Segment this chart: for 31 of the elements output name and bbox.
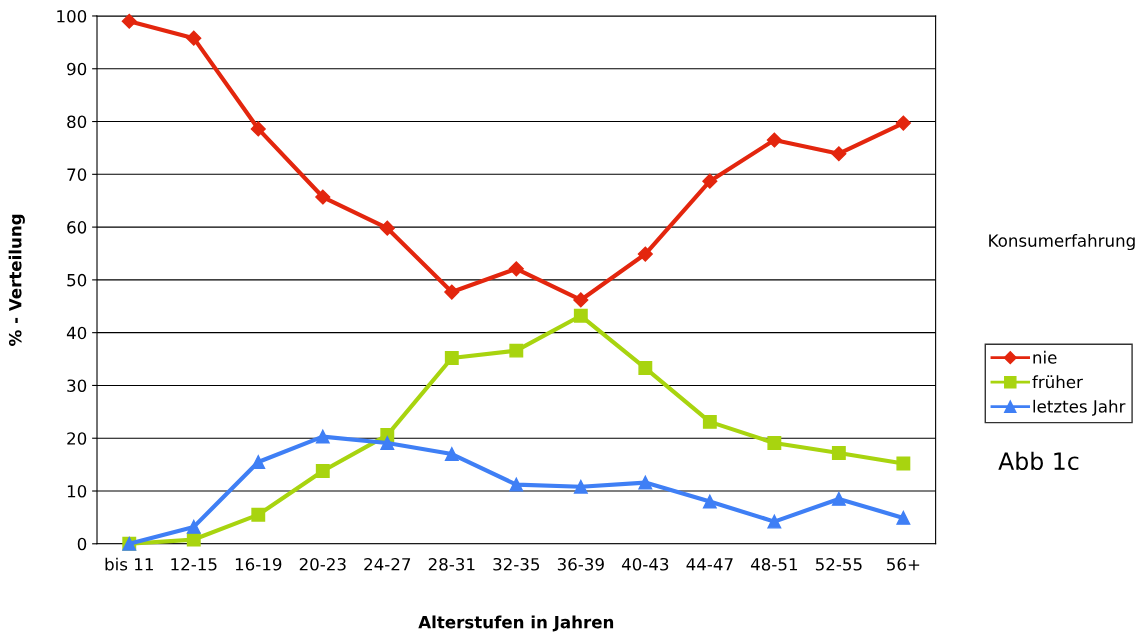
y-axis-title: % - Verteilung xyxy=(8,214,25,346)
x-tick-label: 12-15 xyxy=(171,557,217,571)
y-tick-label: 80 xyxy=(67,115,87,129)
y-tick-label: 40 xyxy=(66,326,87,340)
y-tick-label: 20 xyxy=(67,432,87,445)
x-tick-label: 32-35 xyxy=(493,557,540,571)
y-tick-label: 100 xyxy=(57,9,87,23)
x-tick-label: 28-31 xyxy=(428,557,475,571)
y-tick-label: 60 xyxy=(67,221,87,234)
legend-title: Konsumerfahrung xyxy=(989,233,1135,251)
y-tick-label: 70 xyxy=(67,168,87,181)
x-tick-label: 40-43 xyxy=(621,557,669,571)
x-tick-label: 36-39 xyxy=(557,557,604,571)
legend-label: nie xyxy=(1033,350,1057,364)
x-tick-label: 44-47 xyxy=(686,558,733,571)
x-tick-label: bis 11 xyxy=(105,557,153,571)
y-tick-label: 50 xyxy=(67,273,87,287)
y-tick-label: 90 xyxy=(67,62,87,76)
x-tick-label: 52-55 xyxy=(815,557,862,571)
x-tick-label: 20-23 xyxy=(299,557,346,571)
x-tick-label: 56+ xyxy=(887,557,920,571)
caption: Abb 1c xyxy=(998,451,1079,470)
legend-label: letztes Jahr xyxy=(1033,399,1126,416)
x-tick-label: 16-19 xyxy=(235,557,282,571)
y-tick-label: 0 xyxy=(77,537,87,551)
x-tick-label: 24-27 xyxy=(364,557,411,571)
y-tick-label: 30 xyxy=(67,379,87,393)
x-axis-title: Alterstufen in Jahren xyxy=(418,615,614,632)
y-tick-label: 10 xyxy=(67,484,87,498)
legend-label: früher xyxy=(1032,375,1083,389)
x-tick-label: 48-51 xyxy=(750,557,798,571)
